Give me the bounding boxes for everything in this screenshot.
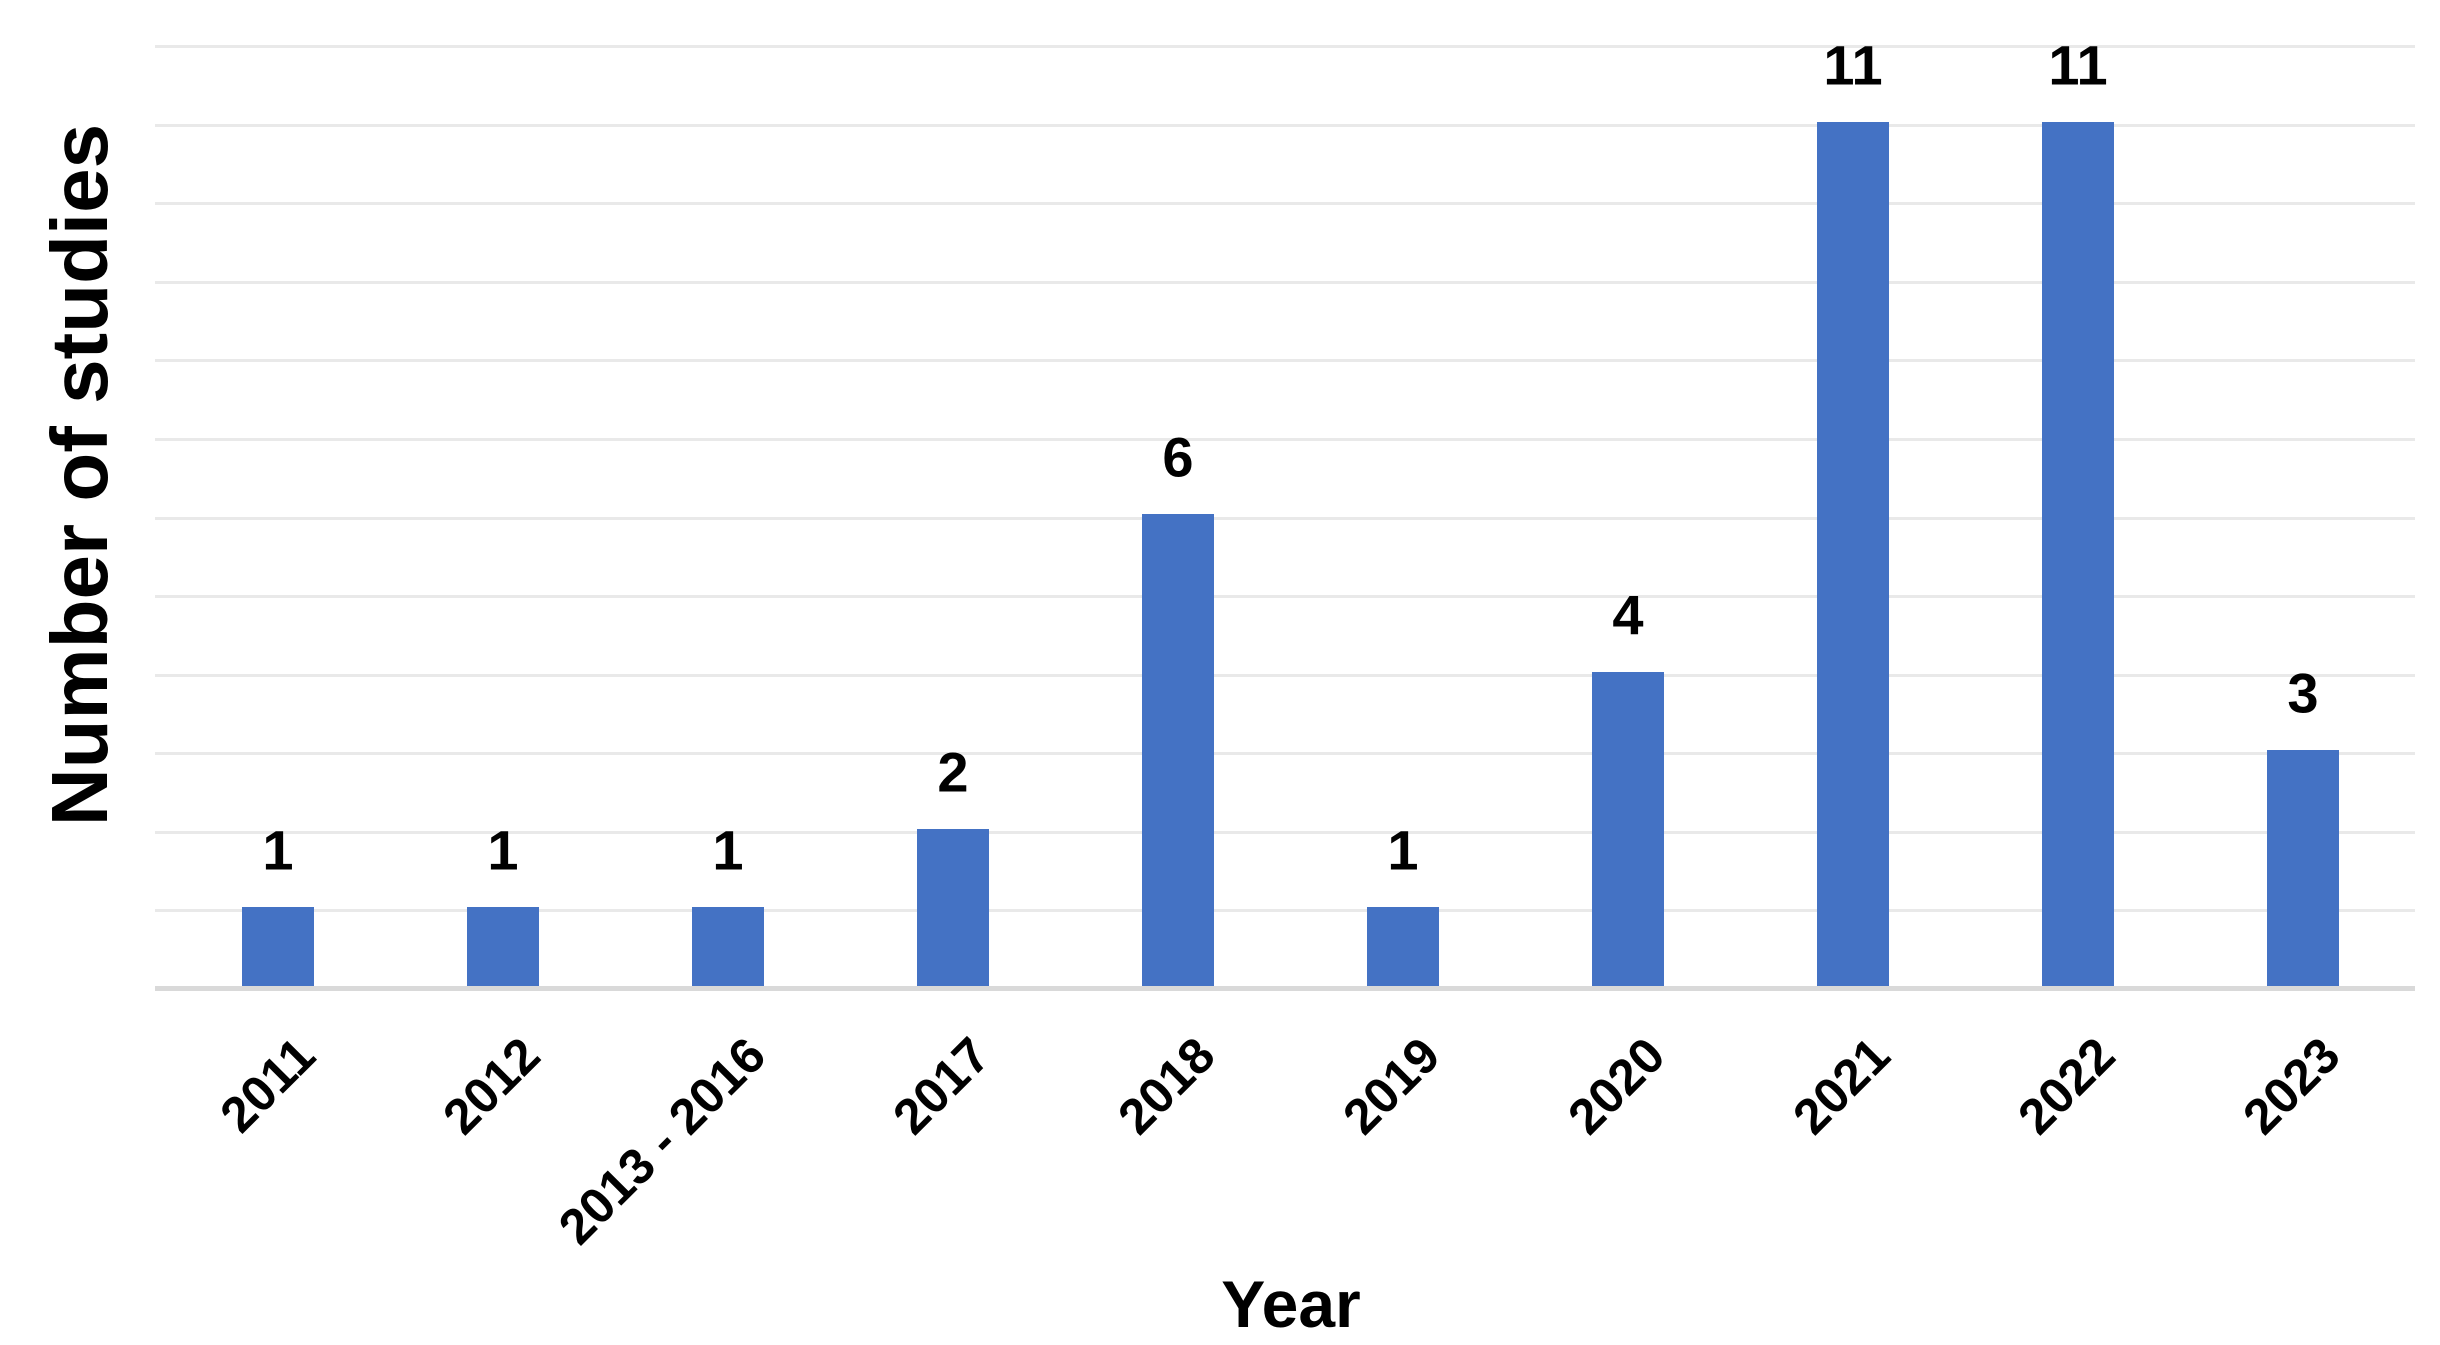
x-tick-label: 2020 bbox=[1557, 1026, 1676, 1145]
x-tick-label: 2011 bbox=[209, 1026, 326, 1144]
bar-value-label: 4 bbox=[1612, 583, 1644, 647]
gridline bbox=[155, 909, 2415, 912]
bar-2021 bbox=[1817, 122, 1889, 986]
bar-value-label: 11 bbox=[1823, 33, 1883, 97]
gridline bbox=[155, 202, 2415, 205]
bar-2022 bbox=[2042, 122, 2114, 986]
bar-value-label: 1 bbox=[712, 818, 744, 882]
gridline bbox=[155, 359, 2415, 362]
gridline bbox=[155, 45, 2415, 48]
bar-2018 bbox=[1142, 514, 1214, 986]
y-axis-title: Number of studies bbox=[35, 123, 124, 827]
x-tick-label: 2012 bbox=[432, 1026, 551, 1145]
bar-value-label: 11 bbox=[2048, 33, 2108, 97]
gridline bbox=[155, 674, 2415, 677]
bar-value-label: 2 bbox=[937, 740, 969, 804]
bar-value-label: 3 bbox=[2287, 661, 2319, 725]
gridline bbox=[155, 438, 2415, 441]
bar-2020 bbox=[1592, 672, 1664, 986]
x-axis-title: Year bbox=[1221, 1267, 1361, 1341]
bar-value-label: 6 bbox=[1162, 425, 1194, 489]
gridline bbox=[155, 752, 2415, 755]
gridline bbox=[155, 517, 2415, 520]
x-tick-label: 2022 bbox=[2007, 1026, 2126, 1145]
bar-2023 bbox=[2267, 750, 2339, 986]
bar-2019 bbox=[1367, 907, 1439, 986]
gridline bbox=[155, 124, 2415, 127]
x-tick-label: 2023 bbox=[2232, 1026, 2351, 1145]
bar-2012 bbox=[467, 907, 539, 986]
bar-2013-2016 bbox=[692, 907, 764, 986]
x-tick-label: 2018 bbox=[1107, 1026, 1226, 1145]
x-axis-line bbox=[155, 986, 2415, 991]
x-tick-label: 2019 bbox=[1332, 1026, 1451, 1145]
gridline bbox=[155, 831, 2415, 834]
gridline bbox=[155, 595, 2415, 598]
bar-2011 bbox=[242, 907, 314, 986]
gridline bbox=[155, 281, 2415, 284]
x-tick-label: 2021 bbox=[1782, 1026, 1901, 1145]
x-tick-label: 2017 bbox=[882, 1026, 1001, 1145]
x-tick-label: 2013 - 2016 bbox=[547, 1026, 776, 1256]
bar-2017 bbox=[917, 829, 989, 986]
bar-value-label: 1 bbox=[487, 818, 519, 882]
bar-value-label: 1 bbox=[262, 818, 294, 882]
bar-value-label: 1 bbox=[1387, 818, 1419, 882]
